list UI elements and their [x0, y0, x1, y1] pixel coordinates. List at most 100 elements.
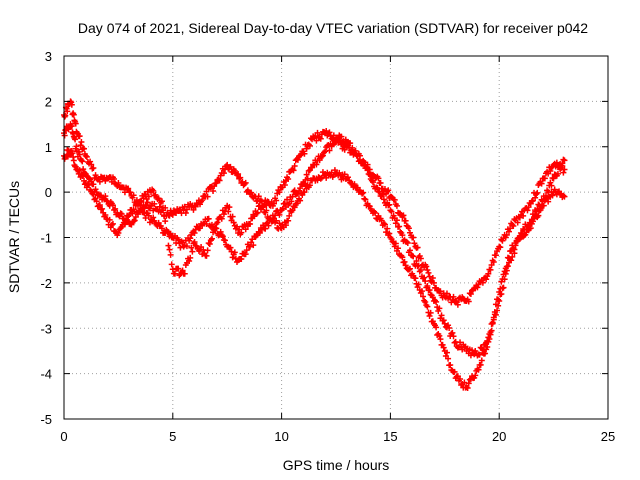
trace-marker [226, 204, 233, 211]
y-tick-label: -1 [40, 231, 52, 246]
trace-marker [509, 221, 516, 228]
trace-marker [212, 225, 219, 232]
trace-marker [260, 203, 267, 210]
trace-marker [248, 189, 255, 196]
trace-marker [108, 221, 115, 228]
trace-marker [238, 256, 245, 263]
trace-marker [162, 218, 169, 225]
trace-marker [290, 167, 297, 174]
trace-marker [516, 214, 523, 221]
trace-marker [436, 332, 443, 339]
trace-marker [549, 192, 556, 199]
trace-marker [76, 133, 83, 140]
trace-marker [457, 339, 464, 346]
trace-marker [303, 145, 310, 152]
trace-marker [96, 178, 103, 185]
trace-marker [304, 175, 311, 182]
trace-marker [146, 205, 153, 212]
trace-marker [247, 243, 254, 250]
trace-marker [164, 209, 171, 216]
trace-marker [457, 375, 464, 382]
trace-marker [130, 218, 137, 225]
trace-marker [499, 276, 506, 283]
trace-marker [454, 301, 461, 308]
trace-marker [144, 199, 151, 206]
trace-marker [465, 380, 472, 387]
trace-marker [446, 324, 453, 331]
data-point [169, 211, 176, 218]
trace-marker [102, 211, 109, 218]
trace-marker [489, 320, 496, 327]
trace-marker [476, 351, 483, 358]
trace-marker [412, 275, 419, 282]
trace-marker [377, 180, 384, 187]
trace-marker [79, 158, 86, 165]
trace-marker [360, 159, 367, 166]
trace-marker [436, 305, 443, 312]
trace-marker [199, 197, 206, 204]
trace-marker [142, 191, 149, 198]
trace-marker [118, 211, 125, 218]
trace-marker [553, 159, 560, 166]
trace-marker [179, 267, 186, 274]
trace-marker [533, 191, 540, 198]
trace-marker [560, 169, 567, 176]
trace-marker [514, 219, 521, 226]
trace-marker [72, 120, 79, 127]
trace-marker [243, 247, 250, 254]
trace-marker [227, 244, 234, 251]
trace-marker [76, 151, 83, 158]
trace-marker [145, 212, 152, 219]
trace-marker [203, 221, 210, 228]
x-tick-label: 25 [601, 429, 615, 444]
trace-marker [449, 329, 456, 336]
trace-marker [206, 240, 213, 247]
trace-marker [559, 160, 566, 167]
trace-marker [242, 251, 249, 258]
trace-marker [535, 212, 542, 219]
trace-marker [88, 161, 95, 168]
trace-marker [509, 253, 516, 260]
data-point [420, 293, 427, 300]
trace-marker [168, 210, 175, 217]
trace-marker [410, 234, 417, 241]
trace-marker [227, 163, 234, 170]
trace-marker [181, 270, 188, 277]
trace-marker [112, 205, 119, 212]
trace-marker [177, 244, 184, 251]
trace-marker [276, 189, 283, 196]
data-point [430, 279, 437, 286]
trace-marker [175, 236, 182, 243]
trace-marker [422, 278, 429, 285]
trace-marker [285, 217, 292, 224]
trace-marker [255, 193, 262, 200]
trace-marker [511, 246, 518, 253]
trace-marker [414, 244, 421, 251]
trace-marker [76, 167, 83, 174]
trace-marker [461, 379, 468, 386]
y-tick-label: 3 [45, 49, 52, 64]
trace-marker [466, 376, 473, 383]
trace-marker [112, 228, 119, 235]
trace-marker [326, 129, 333, 136]
trace-marker [217, 228, 224, 235]
trace-marker [233, 171, 240, 178]
trace-marker [359, 190, 366, 197]
trace-marker [492, 252, 499, 259]
trace-marker [229, 213, 236, 220]
trace-marker [385, 187, 392, 194]
trace-marker [491, 308, 498, 315]
trace-marker [284, 196, 291, 203]
trace-marker [316, 157, 323, 164]
trace-marker [150, 214, 157, 221]
trace-marker [422, 298, 429, 305]
trace-marker [241, 180, 248, 187]
trace-marker [366, 171, 373, 178]
trace-marker [247, 220, 254, 227]
trace-marker [349, 144, 356, 151]
trace-marker [392, 220, 399, 227]
trace-marker [438, 312, 445, 319]
trace-marker [475, 366, 482, 373]
data-point [93, 198, 100, 205]
trace-marker [503, 263, 510, 270]
